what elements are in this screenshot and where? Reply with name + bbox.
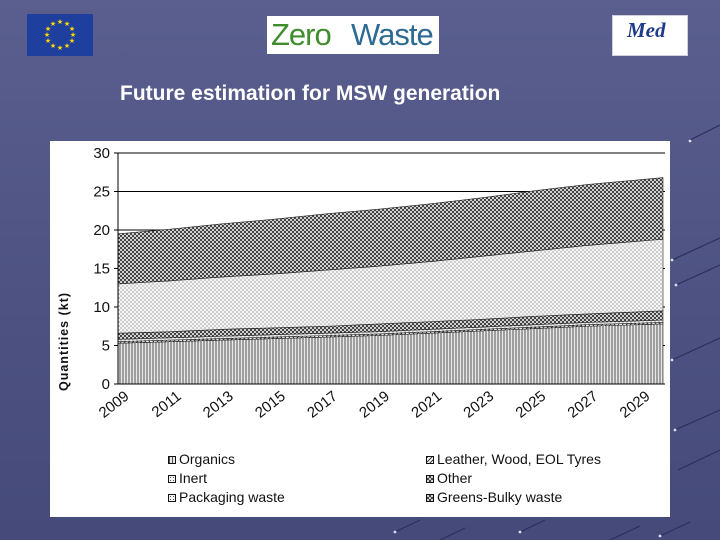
eu-flag-logo: ★ ★ ★ ★ ★ ★ ★ ★ ★ ★ ★ ★	[27, 14, 93, 56]
y-tick-label: 30	[93, 145, 110, 162]
y-tick-label: 10	[93, 299, 110, 316]
svg-text:★: ★	[44, 31, 50, 39]
legend-swatch-other	[426, 475, 434, 483]
legend-swatch-greens-bulky-waste	[426, 494, 434, 502]
legend-swatch-leather-wood-eol-tyres	[426, 456, 434, 464]
svg-text:★: ★	[64, 20, 70, 28]
svg-text:★: ★	[64, 42, 70, 50]
chart-container: 0 5 10 15 20 25 30 2009 2011 2013 2015 2017 2019 202…	[50, 141, 670, 517]
axes	[114, 152, 665, 385]
slide-title: Future estimation for MSW generation	[120, 82, 501, 105]
svg-text:★: ★	[50, 20, 56, 28]
eu-flag-icon: ★ ★★ ★★★ ★★★ ★★★	[44, 18, 76, 52]
y-tick-label: 0	[102, 376, 110, 393]
med-programme-logo: Med	[612, 15, 688, 56]
x-tick-label: 2021	[408, 388, 445, 422]
legend-swatch-packaging-waste	[168, 494, 176, 502]
legend-label: Organics	[179, 451, 236, 467]
y-tick-label: 20	[93, 222, 110, 239]
legend-label: Packaging waste	[179, 489, 285, 505]
x-tick-label: 2023	[460, 388, 497, 422]
y-tick-label: 15	[93, 261, 110, 278]
x-tick-label: 2015	[252, 388, 289, 422]
area-series-greens-bulky-waste	[117, 177, 664, 285]
x-tick-label: 2013	[200, 388, 237, 422]
svg-text:★: ★	[70, 31, 76, 39]
legend-label: Inert	[179, 470, 208, 486]
x-tick-label: 2025	[512, 388, 549, 422]
x-tick-label: 2027	[565, 388, 602, 422]
zero-waste-logo: Zero Waste	[267, 16, 439, 54]
x-tick-labels: 2009 2011 2013 2015 2017 2019 2021 2023 2025 2027…	[96, 388, 654, 422]
legend-swatch-inert	[168, 475, 176, 483]
y-axis-label: Quantities (kt)	[57, 292, 71, 391]
svg-text:★: ★	[57, 44, 63, 52]
x-tick-label: 2011	[149, 388, 185, 421]
y-tick-label: 25	[93, 184, 110, 201]
logo-med-text: Med	[627, 18, 666, 42]
x-tick-label: 2029	[617, 388, 654, 422]
legend-label: Leather, Wood, EOL Tyres	[437, 451, 601, 467]
svg-text:★: ★	[57, 18, 63, 26]
x-tick-label: 2017	[304, 388, 341, 422]
svg-text:★: ★	[45, 25, 51, 33]
area-series-group	[117, 177, 664, 385]
svg-text:★: ★	[45, 37, 51, 45]
x-tick-label: 2019	[356, 388, 393, 422]
svg-text:★: ★	[50, 42, 56, 50]
svg-text:★: ★	[69, 25, 75, 33]
logo-waste-text: Waste	[351, 17, 434, 52]
y-tick-labels: 0 5 10 15 20 25 30	[93, 145, 110, 393]
svg-text:★: ★	[69, 37, 75, 45]
legend-swatch-organics	[168, 456, 176, 464]
legend-label: Greens-Bulky waste	[437, 489, 563, 505]
legend-label: Other	[437, 470, 473, 486]
logo-zero-text: Zero	[271, 17, 332, 52]
y-tick-label: 5	[102, 338, 110, 355]
